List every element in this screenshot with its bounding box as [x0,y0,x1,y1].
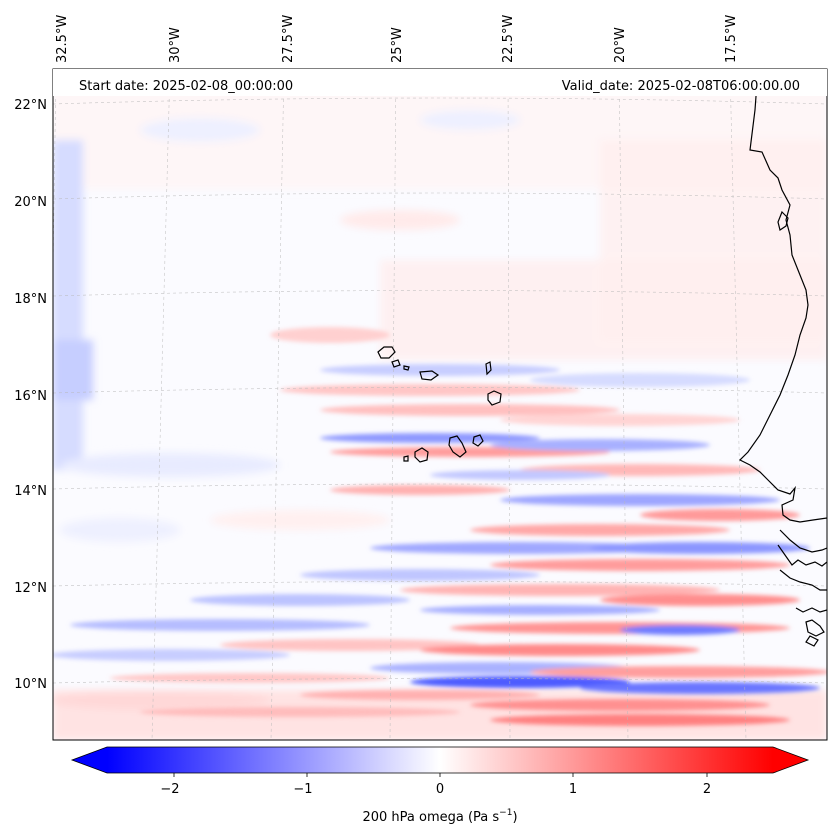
lat-label-12n: 12°N [14,581,47,596]
colorbar-body [107,747,773,773]
longitude-labels: 32.5°W 30°W 27.5°W 25°W 22.5°W 20°W 17.5… [55,15,739,63]
lat-label-10n: 10°N [14,677,47,692]
lat-label-16n: 16°N [14,389,47,404]
date-header-band [53,69,827,96]
colorbar-extend-low [72,747,107,773]
lon-label-25w: 25°W [390,27,405,63]
lon-label-32-5w: 32.5°W [55,15,70,63]
latitude-labels: 22°N 20°N 18°N 16°N 14°N 12°N 10°N [14,98,47,692]
colorbar-tick-2: 2 [703,782,711,797]
colorbar-label: 200 hPa omega (Pa s−1) [362,808,517,825]
colorbar-tick-neg2: −2 [160,782,179,797]
lon-label-30w: 30°W [168,27,183,63]
lat-label-20n: 20°N [14,195,47,210]
lon-label-27-5w: 27.5°W [281,15,296,63]
lon-label-20w: 20°W [613,27,628,63]
coastlines [377,69,827,647]
colorbar-ticks [173,773,708,777]
graticule [53,69,827,740]
valid-date-label: Valid_date: 2025-02-08T06:00:00.00 [562,79,800,94]
colorbar-tick-neg1: −1 [293,782,312,797]
colorbar-outline [70,746,810,774]
lat-label-14n: 14°N [14,484,47,499]
lat-label-22n: 22°N [14,98,47,113]
colorbar: −2 −1 0 1 2 200 hPa omega (Pa s−1) [70,746,810,825]
lon-label-22-5w: 22.5°W [501,15,516,63]
lat-label-18n: 18°N [14,292,47,307]
colorbar-tick-1: 1 [569,782,577,797]
lon-label-17-5w: 17.5°W [724,15,739,63]
start-date-label: Start date: 2025-02-08_00:00:00 [79,79,293,94]
colorbar-extend-high [773,747,808,773]
map-panel [53,69,827,740]
colorbar-tick-0: 0 [436,782,444,797]
